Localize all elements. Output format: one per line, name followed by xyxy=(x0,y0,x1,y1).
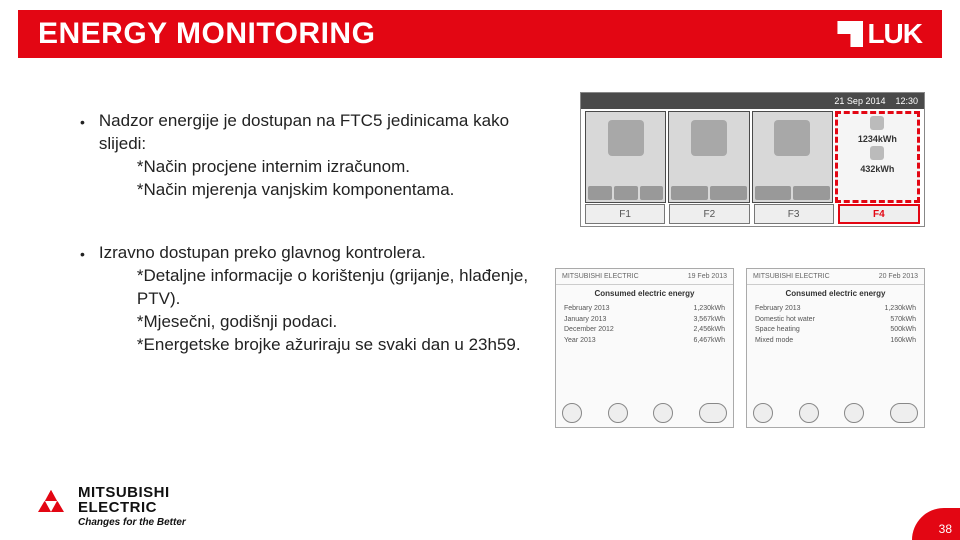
info-panels: MITSUBISHI ELECTRIC 19 Feb 2013 Consumed… xyxy=(555,268,925,428)
brand-line2: ELECTRIC xyxy=(78,500,186,515)
bullet-sub: *Način procjene internim izračunom. xyxy=(99,156,530,179)
controller-time: 12:30 xyxy=(895,96,918,106)
nav-next-icon[interactable] xyxy=(844,403,864,423)
ip-value: 6,467kWh xyxy=(693,336,725,347)
nav-prev-icon[interactable] xyxy=(799,403,819,423)
ip-label: Year 2013 xyxy=(564,336,596,347)
ip-brand: MITSUBISHI ELECTRIC xyxy=(753,273,830,280)
kwh-reading: 1234kWh xyxy=(838,134,917,144)
status-icon xyxy=(588,186,612,200)
heat-icon xyxy=(774,120,810,156)
bullet-lead: Izravno dostupan preko glavnog kontroler… xyxy=(99,242,530,265)
controller-statusbar: 21 Sep 2014 12:30 xyxy=(581,93,924,109)
ip-label: December 2012 xyxy=(564,325,614,336)
page-number: 38 xyxy=(939,522,952,536)
info-panel-detail: MITSUBISHI ELECTRIC 20 Feb 2013 Consumed… xyxy=(746,268,925,428)
bullet-text: Nadzor energije je dostupan na FTC5 jedi… xyxy=(99,110,530,202)
ip-label: February 2013 xyxy=(564,304,610,315)
bullet-sub: *Način mjerenja vanjskim komponentama. xyxy=(99,179,530,202)
controller-date: 21 Sep 2014 xyxy=(834,96,885,106)
heat-icon xyxy=(691,120,727,156)
luk-logo: LUK xyxy=(837,18,922,50)
bullet-marker-icon: • xyxy=(80,246,85,357)
tap-icon xyxy=(608,120,644,156)
controller-panel-energy: 1234kWh 432kWh xyxy=(835,111,920,203)
mitsubishi-logo: MITSUBISHI ELECTRIC Changes for the Bett… xyxy=(32,485,186,528)
status-icon xyxy=(755,186,792,200)
bullet-text: Izravno dostupan preko glavnog kontroler… xyxy=(99,242,530,357)
page-number-badge: 38 xyxy=(912,508,960,540)
ip-label: January 2013 xyxy=(564,315,606,326)
ip-rows: February 2013 1,230kWh January 2013 3,567k… xyxy=(556,302,733,348)
ip-value: 1,230kWh xyxy=(693,304,725,315)
controller-panel-3 xyxy=(752,111,833,203)
ip-date: 19 Feb 2013 xyxy=(688,273,727,280)
ip-buttons xyxy=(753,403,918,423)
controller-panel-1 xyxy=(585,111,666,203)
nav-detail-icon[interactable] xyxy=(699,403,727,423)
mitsubishi-text: MITSUBISHI ELECTRIC Changes for the Bett… xyxy=(78,485,186,528)
f3-button[interactable]: F3 xyxy=(754,204,834,224)
ip-value: 2,456kWh xyxy=(693,325,725,336)
ip-value: 160kWh xyxy=(890,336,916,347)
nav-back-icon[interactable] xyxy=(562,403,582,423)
ip-value: 1,230kWh xyxy=(884,304,916,315)
ip-value: 570kWh xyxy=(890,315,916,326)
luk-logo-text: LUK xyxy=(867,18,922,50)
meter-icon xyxy=(870,146,884,160)
page-title: ENERGY MONITORING xyxy=(38,17,375,51)
content-area: • Nadzor energije je dostupan na FTC5 je… xyxy=(80,110,530,396)
brand-line1: MITSUBISHI xyxy=(78,485,186,500)
status-icon xyxy=(614,186,638,200)
header-bar: ENERGY MONITORING LUK xyxy=(18,10,942,58)
status-icon xyxy=(793,186,830,200)
status-icon xyxy=(710,186,747,200)
controller-screenshot: 21 Sep 2014 12:30 1234kWh 432kWh F1 F2 F… xyxy=(580,92,925,227)
brand-tagline: Changes for the Better xyxy=(78,517,186,528)
info-panel-monthly: MITSUBISHI ELECTRIC 19 Feb 2013 Consumed… xyxy=(555,268,734,428)
nav-next-icon[interactable] xyxy=(653,403,673,423)
ip-title: Consumed electric energy xyxy=(747,285,924,302)
meter-icon xyxy=(870,116,884,130)
ip-label: Domestic hot water xyxy=(755,315,815,326)
ip-value: 3,567kWh xyxy=(693,315,725,326)
ip-date: 20 Feb 2013 xyxy=(879,273,918,280)
bullet-marker-icon: • xyxy=(80,114,85,202)
ip-label: February 2013 xyxy=(755,304,801,315)
status-icon xyxy=(671,186,708,200)
bullet-sub: *Mjesečni, godišnji podaci. xyxy=(99,311,530,334)
bullet-lead: Nadzor energije je dostupan na FTC5 jedi… xyxy=(99,110,530,156)
ip-title: Consumed electric energy xyxy=(556,285,733,302)
ip-label: Mixed mode xyxy=(755,336,793,347)
three-diamonds-icon xyxy=(32,490,70,524)
nav-prev-icon[interactable] xyxy=(608,403,628,423)
nav-detail-icon[interactable] xyxy=(890,403,918,423)
bullet-item: • Nadzor energije je dostupan na FTC5 je… xyxy=(80,110,530,202)
ip-brand: MITSUBISHI ELECTRIC xyxy=(562,273,639,280)
ip-rows: February 2013 1,230kWh Domestic hot water… xyxy=(747,302,924,348)
ip-buttons xyxy=(562,403,727,423)
status-icon xyxy=(640,186,664,200)
ip-label: Space heating xyxy=(755,325,800,336)
f1-button[interactable]: F1 xyxy=(585,204,665,224)
f2-button[interactable]: F2 xyxy=(669,204,749,224)
bullet-sub: *Energetske brojke ažuriraju se svaki da… xyxy=(99,334,530,357)
controller-panels: 1234kWh 432kWh xyxy=(585,111,920,203)
ip-value: 500kWh xyxy=(890,325,916,336)
controller-fkeys: F1 F2 F3 F4 xyxy=(585,204,920,224)
nav-back-icon[interactable] xyxy=(753,403,773,423)
bullet-sub: *Detaljne informacije o korištenju (grij… xyxy=(99,265,530,311)
controller-panel-2 xyxy=(668,111,749,203)
luk-mark-icon xyxy=(837,21,863,47)
kwh-reading: 432kWh xyxy=(838,164,917,174)
f4-button[interactable]: F4 xyxy=(838,204,920,224)
bullet-item: • Izravno dostupan preko glavnog kontrol… xyxy=(80,242,530,357)
